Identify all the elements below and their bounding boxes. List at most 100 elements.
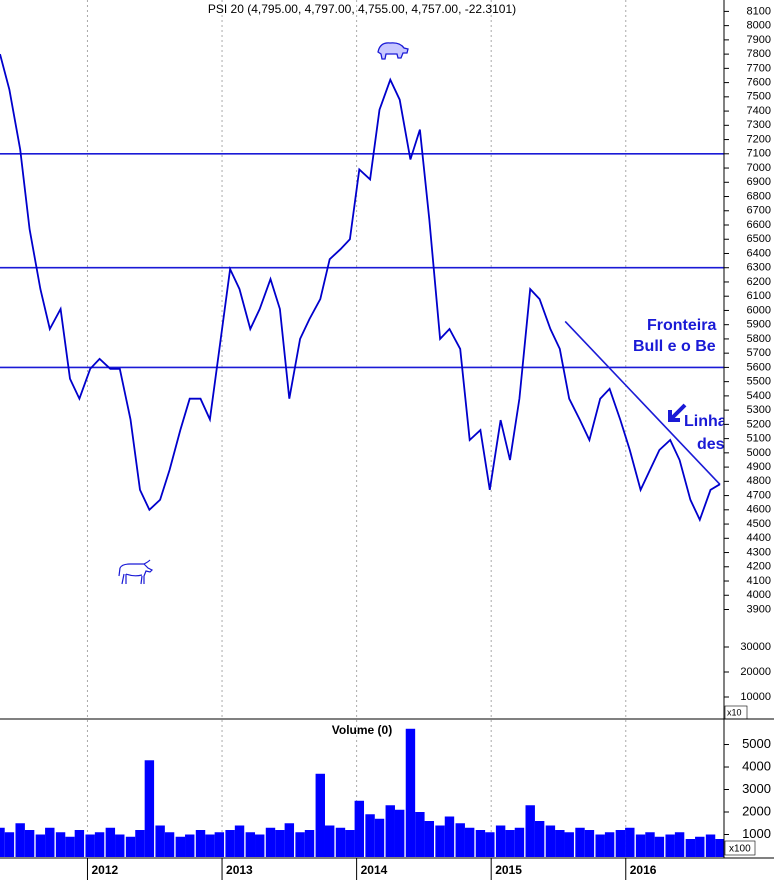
volume-bar xyxy=(685,839,696,857)
volume-bar xyxy=(615,830,626,857)
y-tick-label: 7100 xyxy=(747,148,771,160)
volume-bar xyxy=(394,809,405,857)
volume-bar xyxy=(214,832,225,857)
volume-bar xyxy=(74,830,85,857)
volume-bar xyxy=(155,825,165,857)
y-tick-label: 5500 xyxy=(747,376,771,388)
volume-bar xyxy=(175,836,186,857)
volume-bar xyxy=(304,830,315,857)
volume-bar xyxy=(444,816,455,857)
y-tick-label: 5400 xyxy=(747,390,771,402)
volume-bar xyxy=(65,836,75,857)
y-tick-label: 4000 xyxy=(747,589,771,601)
volume-bar xyxy=(584,830,595,857)
y2-tick-label: 10000 xyxy=(740,691,771,703)
y-tick-label: 4700 xyxy=(747,489,771,501)
price-line xyxy=(0,53,721,523)
volume-bar xyxy=(295,832,305,857)
volume-bar xyxy=(595,834,605,857)
y-tick-label: 6900 xyxy=(747,176,771,188)
volume-bar xyxy=(234,825,245,857)
y-tick-label: 4200 xyxy=(747,561,771,573)
annotation: Bull e o Be xyxy=(633,338,716,355)
y-tick-label: 7600 xyxy=(747,77,771,89)
volume-bar xyxy=(405,728,416,857)
volume-bar xyxy=(374,818,385,857)
volume-bar xyxy=(324,825,335,857)
y-tick-label: 6800 xyxy=(747,190,771,202)
volume-bar xyxy=(144,760,155,857)
bull-icon xyxy=(118,559,154,585)
y-tick-label: 7200 xyxy=(747,133,771,145)
volume-bar xyxy=(125,836,136,857)
x-tick-label: 2015 xyxy=(495,863,522,877)
unit-label: x100 xyxy=(729,844,751,855)
annotation: Fronteira xyxy=(647,317,716,334)
volume-bar xyxy=(545,825,556,857)
volume-bar xyxy=(564,832,574,857)
y-tick-label: 1000 xyxy=(742,826,771,841)
volume-bar xyxy=(255,834,265,857)
y-tick-label: 4800 xyxy=(747,475,771,487)
volume-bar xyxy=(385,805,395,857)
y-tick-label: 4400 xyxy=(747,532,771,544)
volume-bar xyxy=(24,830,35,857)
y-tick-label: 4500 xyxy=(747,518,771,530)
volume-bar xyxy=(665,834,675,857)
y-tick-label: 5300 xyxy=(747,404,771,416)
y-tick-label: 6100 xyxy=(747,290,771,302)
y-tick-label: 7700 xyxy=(747,62,771,74)
volume-bar xyxy=(625,827,635,857)
volume-bar xyxy=(415,812,425,857)
volume-bar xyxy=(195,830,206,857)
x-tick-label: 2013 xyxy=(226,863,253,877)
y-tick-label: 2000 xyxy=(742,803,771,818)
x-tick-label: 2012 xyxy=(91,863,118,877)
y-tick-label: 4600 xyxy=(747,504,771,516)
y-tick-label: 5100 xyxy=(747,433,771,445)
volume-bar xyxy=(94,832,105,857)
y-tick-label: 3900 xyxy=(747,603,771,615)
volume-bar xyxy=(464,827,475,857)
y2-tick-label: 20000 xyxy=(740,666,771,678)
volume-bar xyxy=(645,832,655,857)
volume-plot xyxy=(0,728,724,857)
y-tick-label: 7300 xyxy=(747,119,771,131)
volume-bar xyxy=(505,830,515,857)
y-tick-label: 5000 xyxy=(747,447,771,459)
annotation: dese xyxy=(697,436,734,453)
y-tick-label: 4100 xyxy=(747,575,771,587)
arrow-icon xyxy=(668,403,687,422)
bear-icon xyxy=(377,42,409,60)
volume-bar xyxy=(674,832,685,857)
volume-bar xyxy=(345,830,355,857)
y-tick-label: 5200 xyxy=(747,418,771,430)
volume-bar xyxy=(0,827,5,857)
x-tick-label: 2016 xyxy=(630,863,657,877)
volume-bar xyxy=(635,834,646,857)
y-tick-label: 6000 xyxy=(747,304,771,316)
y-tick-label: 7800 xyxy=(747,48,771,60)
y-tick-label: 7000 xyxy=(747,162,771,174)
volume-bar xyxy=(284,823,295,857)
y-tick-label: 8100 xyxy=(747,5,771,17)
volume-bar xyxy=(335,827,346,857)
volume-bar xyxy=(475,830,486,857)
volume-bar xyxy=(4,832,15,857)
volume-bar xyxy=(275,830,285,857)
volume-bar xyxy=(424,821,434,857)
volume-bar xyxy=(85,834,95,857)
volume-bar xyxy=(695,836,705,857)
y-tick-label: 3000 xyxy=(742,781,771,796)
y-tick-label: 6400 xyxy=(747,247,771,259)
volume-bar xyxy=(365,814,375,857)
volume-bar xyxy=(55,832,66,857)
volume-bar xyxy=(135,830,145,857)
y-tick-label: 6500 xyxy=(747,233,771,245)
y-tick-label: 4000 xyxy=(742,758,771,773)
volume-bar xyxy=(525,805,535,857)
y-tick-label: 7500 xyxy=(747,91,771,103)
chart-title: PSI 20 (4,795.00, 4,797.00, 4,755.00, 4,… xyxy=(208,2,516,16)
y-tick-label: 5600 xyxy=(747,361,771,373)
